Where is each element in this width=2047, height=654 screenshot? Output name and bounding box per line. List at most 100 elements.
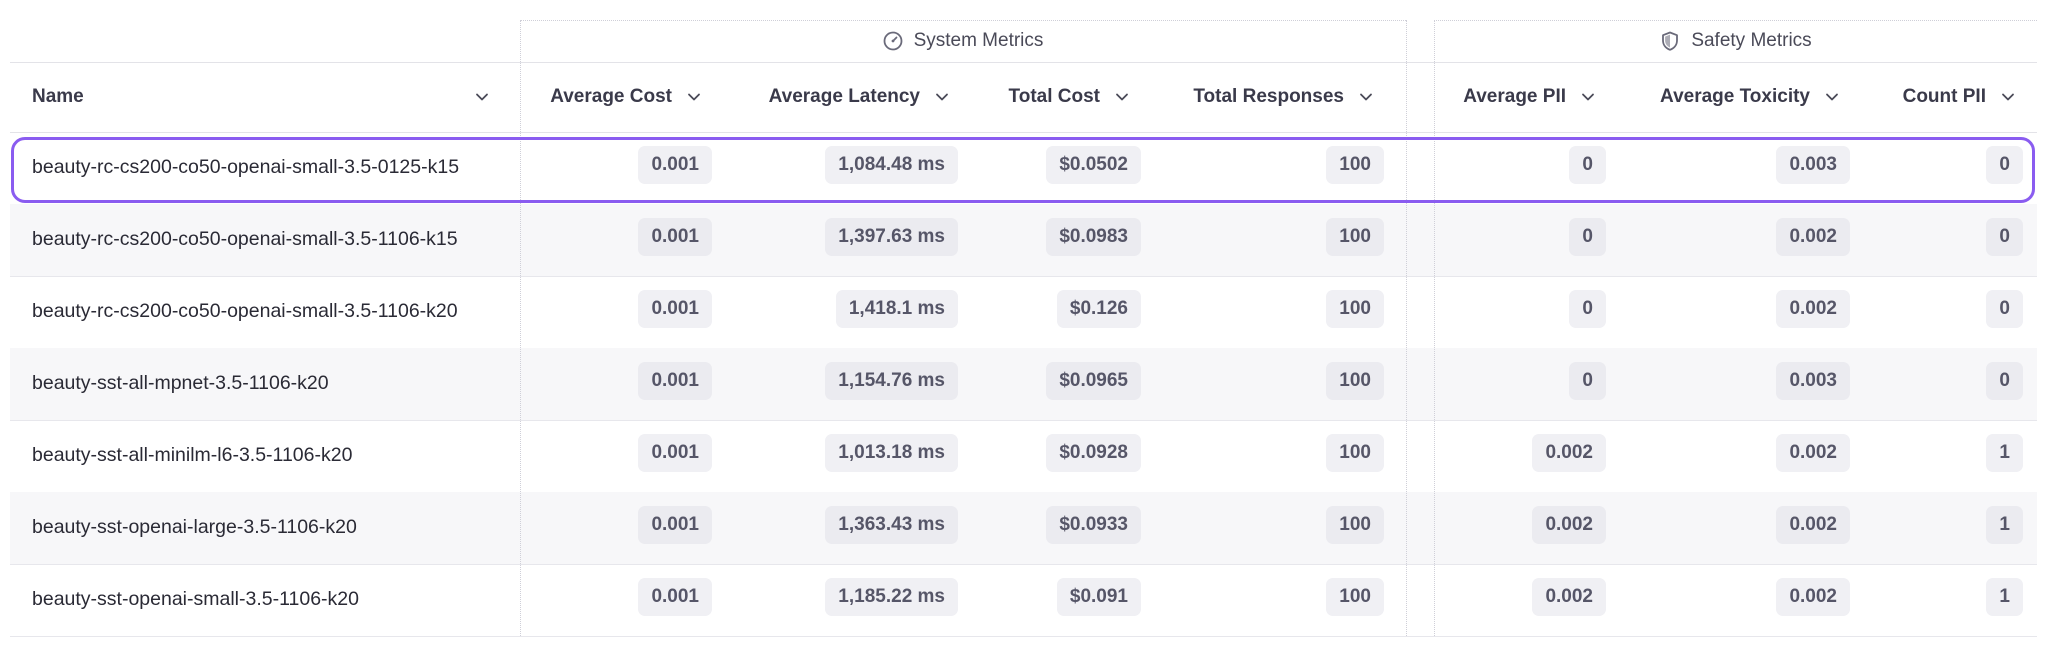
system-metrics-label: System Metrics — [913, 30, 1044, 51]
count-pii-value: 0 — [1986, 146, 2023, 184]
column-header-label: Name — [32, 86, 84, 107]
column-divider — [520, 20, 521, 636]
column-divider — [1406, 20, 1407, 636]
run-name-cell[interactable]: beauty-rc-cs200-co50-openai-small-3.5-11… — [32, 300, 458, 322]
avg-latency-value: 1,013.18 ms — [825, 434, 958, 472]
count-pii-value: 1 — [1986, 506, 2023, 544]
count-pii-value: 0 — [1986, 218, 2023, 256]
table-row[interactable] — [10, 348, 2037, 420]
group-header-top-border-safety — [1434, 20, 2037, 21]
avg-toxicity-value: 0.002 — [1776, 218, 1850, 256]
column-header-total-responses[interactable]: Total Responses — [1140, 62, 1374, 132]
total-responses-value: 100 — [1326, 506, 1384, 544]
avg-toxicity-value: 0.003 — [1776, 146, 1850, 184]
total-cost-value: $0.0933 — [1046, 506, 1141, 544]
column-divider — [1434, 20, 1435, 636]
avg-cost-value: 0.001 — [638, 146, 712, 184]
total-responses-value: 100 — [1326, 434, 1384, 472]
total-responses-value: 100 — [1326, 290, 1384, 328]
avg-latency-value: 1,084.48 ms — [825, 146, 958, 184]
avg-pii-value: 0 — [1569, 290, 1606, 328]
avg-latency-value: 1,418.1 ms — [835, 290, 958, 328]
count-pii-value: 1 — [1986, 434, 2023, 472]
table-row[interactable] — [10, 204, 2037, 276]
column-header-average-pii[interactable]: Average PII — [1434, 62, 1596, 132]
run-name-cell[interactable]: beauty-sst-all-minilm-l6-3.5-1106-k20 — [32, 444, 353, 466]
avg-toxicity-value: 0.002 — [1776, 506, 1850, 544]
column-header-label: Average Toxicity — [1660, 86, 1810, 107]
avg-cost-value: 0.001 — [638, 506, 712, 544]
count-pii-value: 0 — [1986, 290, 2023, 328]
avg-latency-value: 1,363.43 ms — [825, 506, 958, 544]
avg-latency-value: 1,185.22 ms — [825, 578, 958, 616]
run-name-cell[interactable]: beauty-rc-cs200-co50-openai-small-3.5-01… — [32, 156, 460, 178]
run-name-cell[interactable]: beauty-sst-openai-large-3.5-1106-k20 — [32, 516, 357, 538]
column-header-average-latency[interactable]: Average Latency — [710, 62, 950, 132]
column-header-count-pii[interactable]: Count PII — [1850, 62, 2016, 132]
total-cost-value: $0.0965 — [1046, 362, 1141, 400]
avg-pii-value: 0.002 — [1532, 578, 1606, 616]
chevron-down-icon[interactable] — [1358, 89, 1374, 105]
avg-pii-value: 0 — [1569, 218, 1606, 256]
row-separator — [10, 276, 2037, 277]
chevron-down-icon[interactable] — [1580, 89, 1596, 105]
avg-toxicity-value: 0.002 — [1776, 578, 1850, 616]
group-header-top-border-system — [520, 20, 1406, 21]
total-responses-value: 100 — [1326, 146, 1384, 184]
column-header-label: Count PII — [1902, 86, 1986, 107]
chevron-down-icon[interactable] — [2000, 89, 2016, 105]
column-header-average-toxicity[interactable]: Average Toxicity — [1606, 62, 1840, 132]
header-divider — [10, 62, 2037, 63]
row-separator — [10, 636, 2037, 637]
column-header-label: Average Latency — [768, 86, 920, 107]
avg-cost-value: 0.001 — [638, 578, 712, 616]
column-header-label: Average PII — [1463, 86, 1566, 107]
table-row[interactable] — [10, 492, 2037, 564]
avg-latency-value: 1,154.76 ms — [825, 362, 958, 400]
column-header-label: Total Responses — [1193, 86, 1344, 107]
avg-pii-value: 0 — [1569, 362, 1606, 400]
avg-pii-value: 0.002 — [1532, 434, 1606, 472]
total-cost-value: $0.126 — [1056, 290, 1141, 328]
avg-pii-value: 0.002 — [1532, 506, 1606, 544]
column-header-name[interactable]: Name — [32, 62, 490, 132]
chevron-down-icon[interactable] — [934, 89, 950, 105]
column-header-label: Total Cost — [1008, 86, 1100, 107]
chevron-down-icon[interactable] — [686, 89, 702, 105]
total-cost-value: $0.0502 — [1046, 146, 1141, 184]
avg-cost-value: 0.001 — [638, 434, 712, 472]
safety-metrics-group-header: Safety Metrics — [1434, 20, 2037, 62]
speedometer-icon — [882, 30, 904, 52]
count-pii-value: 0 — [1986, 362, 2023, 400]
column-header-total-cost[interactable]: Total Cost — [960, 62, 1130, 132]
header-bottom-border — [10, 132, 2037, 133]
count-pii-value: 1 — [1986, 578, 2023, 616]
avg-toxicity-value: 0.003 — [1776, 362, 1850, 400]
total-cost-value: $0.091 — [1056, 578, 1141, 616]
system-metrics-group-header: System Metrics — [520, 20, 1405, 62]
total-responses-value: 100 — [1326, 362, 1384, 400]
avg-toxicity-value: 0.002 — [1776, 434, 1850, 472]
chevron-down-icon[interactable] — [474, 89, 490, 105]
total-cost-value: $0.0928 — [1046, 434, 1141, 472]
column-header-average-cost[interactable]: Average Cost — [520, 62, 702, 132]
avg-cost-value: 0.001 — [638, 218, 712, 256]
avg-toxicity-value: 0.002 — [1776, 290, 1850, 328]
chevron-down-icon[interactable] — [1114, 89, 1130, 105]
total-cost-value: $0.0983 — [1046, 218, 1141, 256]
run-name-cell[interactable]: beauty-sst-all-mpnet-3.5-1106-k20 — [32, 372, 329, 394]
safety-metrics-label: Safety Metrics — [1691, 30, 1812, 51]
run-name-cell[interactable]: beauty-rc-cs200-co50-openai-small-3.5-11… — [32, 228, 458, 250]
avg-cost-value: 0.001 — [638, 290, 712, 328]
avg-cost-value: 0.001 — [638, 362, 712, 400]
column-header-label: Average Cost — [550, 86, 672, 107]
shield-icon — [1659, 30, 1681, 52]
run-name-cell[interactable]: beauty-sst-openai-small-3.5-1106-k20 — [32, 588, 359, 610]
chevron-down-icon[interactable] — [1824, 89, 1840, 105]
total-responses-value: 100 — [1326, 218, 1384, 256]
row-separator — [10, 420, 2037, 421]
row-separator — [10, 564, 2037, 565]
avg-latency-value: 1,397.63 ms — [825, 218, 958, 256]
avg-pii-value: 0 — [1569, 146, 1606, 184]
